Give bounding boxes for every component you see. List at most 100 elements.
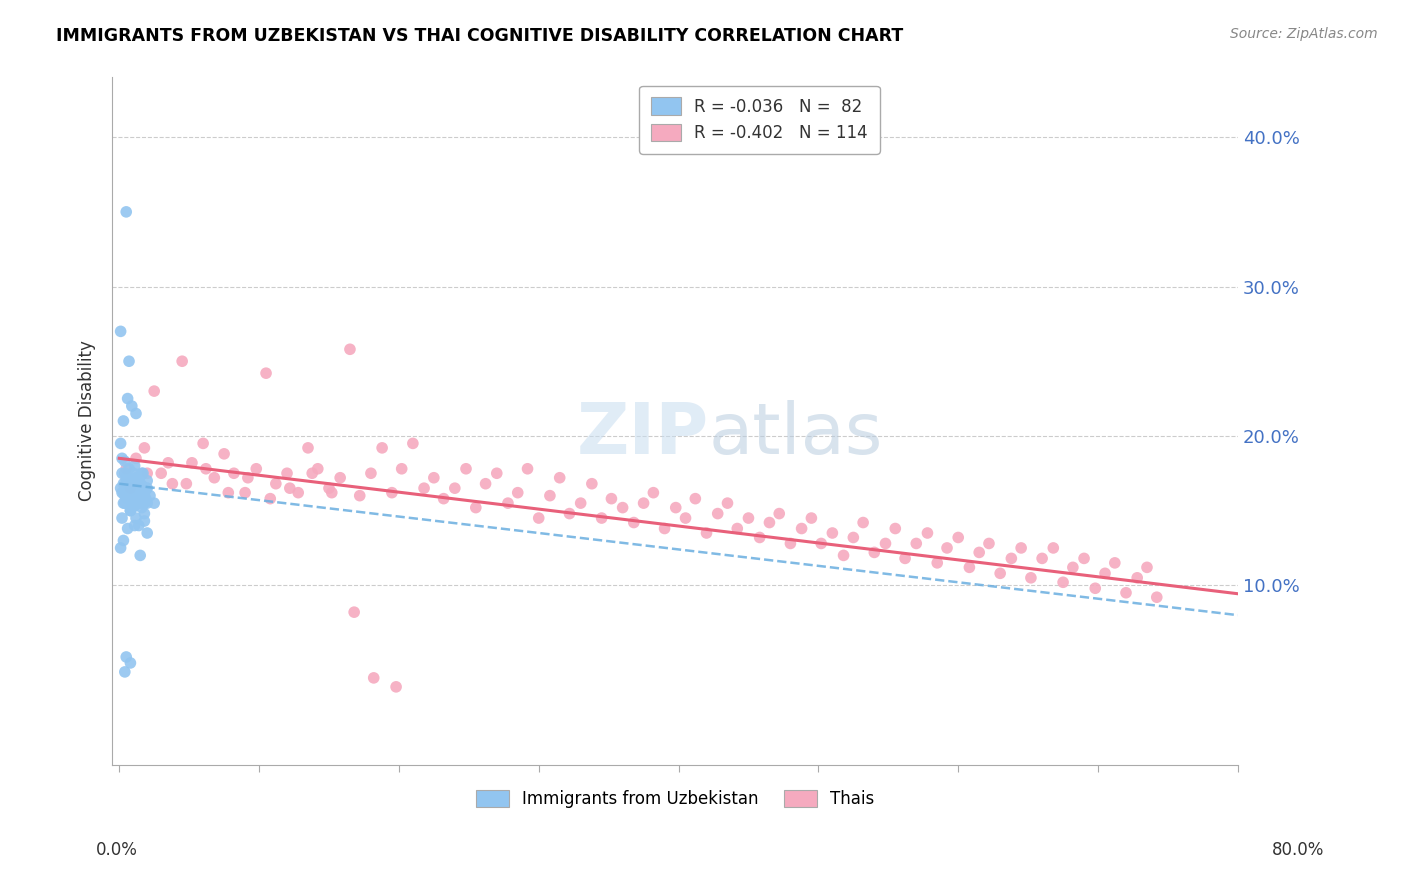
Point (1104, 556, 1126, 570)
Point (800, 511, 823, 525)
Point (125, 451, 148, 466)
Point (1094, 566, 1116, 581)
Point (194, 462, 217, 476)
Point (128, 491, 150, 506)
Point (905, 536, 928, 550)
Point (121, 500, 143, 515)
Point (127, 471, 149, 485)
Point (1084, 581, 1107, 595)
Point (143, 496, 166, 510)
Point (115, 474, 138, 488)
Point (988, 566, 1011, 581)
Point (127, 496, 149, 510)
Point (696, 526, 718, 541)
Point (120, 656, 142, 670)
Point (917, 526, 939, 541)
Point (506, 485, 529, 500)
Point (120, 503, 142, 517)
Point (716, 496, 738, 510)
Legend: Immigrants from Uzbekistan, Thais: Immigrants from Uzbekistan, Thais (468, 783, 882, 814)
Point (706, 507, 728, 521)
Text: 80.0%: 80.0% (1272, 840, 1324, 858)
Point (254, 366, 277, 380)
Point (132, 467, 155, 481)
Point (136, 526, 159, 541)
Point (121, 399, 143, 413)
Point (1115, 586, 1137, 600)
Point (264, 476, 287, 491)
Point (110, 541, 132, 555)
Point (349, 489, 371, 503)
Point (124, 499, 146, 513)
Point (538, 489, 561, 503)
Point (643, 485, 665, 500)
Point (117, 489, 139, 503)
Point (110, 436, 132, 450)
Point (124, 458, 146, 473)
Point (111, 485, 134, 500)
Point (136, 474, 159, 488)
Point (129, 491, 152, 506)
Point (433, 491, 456, 506)
Point (117, 392, 139, 406)
Point (516, 462, 538, 476)
Point (143, 384, 166, 398)
Point (125, 407, 148, 421)
Point (329, 471, 352, 485)
Point (110, 481, 132, 495)
Point (884, 522, 907, 536)
Point (233, 485, 256, 500)
Point (125, 471, 148, 485)
Point (118, 354, 141, 368)
Point (402, 436, 425, 450)
Point (665, 500, 688, 515)
Point (612, 500, 634, 515)
Point (120, 476, 142, 491)
Point (875, 536, 897, 550)
Point (115, 471, 138, 485)
Point (132, 490, 155, 504)
Point (176, 476, 198, 491)
Point (118, 462, 141, 476)
Point (297, 441, 319, 455)
Point (948, 531, 970, 545)
Point (485, 467, 508, 481)
Point (259, 491, 281, 506)
Point (371, 441, 394, 455)
Point (120, 503, 142, 517)
Point (134, 487, 156, 501)
Point (391, 462, 413, 476)
Point (129, 549, 152, 563)
Point (725, 522, 748, 536)
Point (1062, 560, 1084, 574)
Point (124, 518, 146, 533)
Point (125, 481, 148, 495)
Point (157, 456, 180, 470)
Point (790, 522, 813, 536)
Point (114, 496, 136, 510)
Point (136, 481, 159, 495)
Text: 0.0%: 0.0% (96, 840, 138, 858)
Point (936, 541, 959, 555)
Point (134, 507, 156, 521)
Point (112, 476, 135, 491)
Point (120, 481, 142, 495)
Point (135, 481, 157, 495)
Point (114, 665, 136, 679)
Point (112, 533, 135, 548)
Point (236, 471, 259, 485)
Point (118, 484, 141, 499)
Point (318, 481, 340, 495)
Point (128, 478, 150, 492)
Point (162, 476, 184, 491)
Point (128, 474, 150, 488)
Point (464, 500, 486, 515)
Point (779, 536, 801, 550)
Point (127, 489, 149, 503)
Point (581, 476, 603, 491)
Point (1019, 571, 1042, 585)
Point (339, 343, 361, 357)
Point (131, 467, 153, 482)
Point (121, 499, 143, 513)
Point (112, 485, 135, 500)
